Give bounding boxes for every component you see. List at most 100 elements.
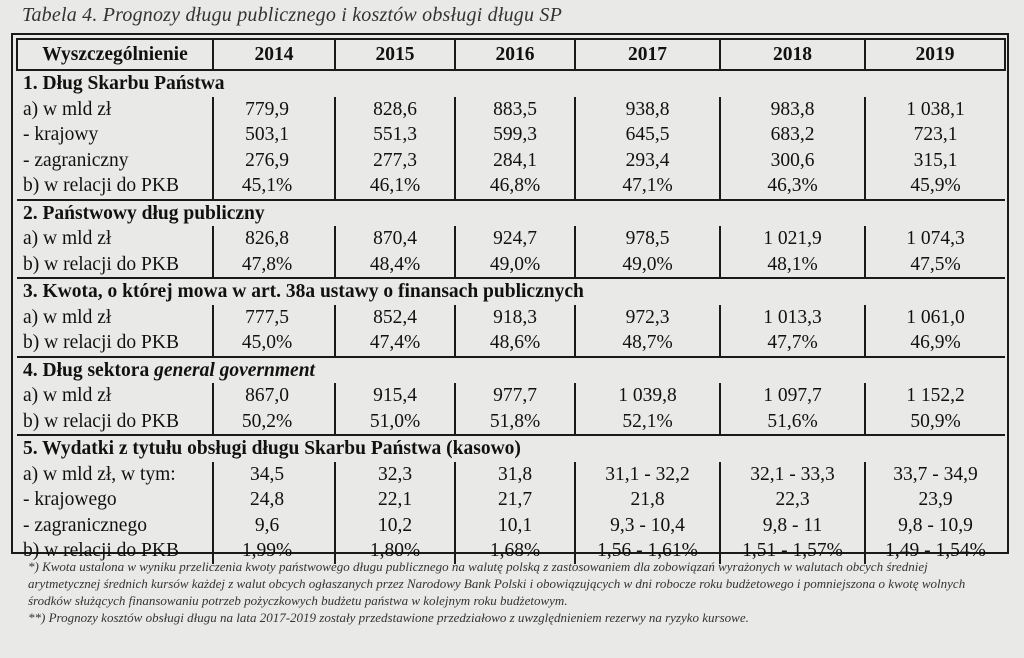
table-cell: 46,1% [334,173,455,200]
table-cell: 9,6 [212,512,335,538]
section-header-row: 1. Dług Skarbu Państwa [17,69,1005,97]
header-year: 2016 [454,38,576,71]
table-row: b) w relacji do PKB 45,1% 46,1% 46,8% 47,1% 4… [17,173,1005,200]
table-cell: 10,1 [454,512,575,538]
table-cell: 50,2% [212,408,335,435]
section-title-text: 5. Wydatki z tytułu obsługi długu Skarbu… [23,438,521,459]
table-cell: 551,3 [334,122,455,148]
table-row: b) w relacji do PKB 47,8% 48,4% 49,0% 49,0% 4… [17,251,1005,278]
table-cell: 1 074,3 [864,226,1005,252]
table-row: a) w mld zł 826,8 870,4 924,7 978,5 1 021,9 1 … [17,226,1005,252]
table-caption: Tabela 4. Prognozy długu publicznego i k… [22,4,563,26]
table-cell: 1 013,3 [719,304,865,330]
table-cell: 51,0% [334,408,455,435]
table-cell: 938,8 [574,96,720,122]
table-cell: 1,56 - 1,61% [574,538,720,564]
table-cell: 870,4 [334,226,455,252]
header-year: 2015 [334,38,456,71]
table-cell: 34,5 [212,461,335,487]
row-label: a) w mld zł [23,228,112,249]
section-title: 4. Dług sektora general government [17,355,1005,383]
row-label: b) w relacji do PKB [23,253,179,275]
table-cell: 31,1 - 32,2 [574,461,720,487]
table-cell: 924,7 [454,226,575,252]
row-label: b) w relacji do PKB [23,175,179,196]
table-cell: 45,1% [212,173,335,200]
section-header-row: 2. Państwowy dług publiczny [17,198,1005,226]
table-cell: 645,5 [574,122,720,148]
section-header-row: 3. Kwota, o której mowa w art. 38a ustaw… [17,277,1005,305]
table-cell: 1,68% [454,538,575,564]
table-cell: 779,9 [212,96,335,122]
table-row: b) w relacji do PKB 45,0% 47,4% 48,6% 48,7% 4… [17,330,1005,357]
table-cell: 47,8% [212,251,335,278]
table-cell: 293,4 [574,147,720,173]
footnote: *) Kwota ustalona w wyniku przeliczenia … [28,559,966,608]
table-cell: 21,8 [574,487,720,513]
table-cell: 978,5 [574,226,720,252]
header-row: Wyszczególnienie 2014 2015 2016 2017 201… [16,38,1006,71]
table-row: a) w mld zł, w tym: 34,5 32,3 31,8 31,1 - 32… [17,461,1005,487]
row-label: a) w mld zł [23,385,112,406]
row-label: - zagranicznego [23,514,147,536]
row-label: a) w mld zł [23,306,112,328]
table-cell: 9,8 - 11 [719,512,865,538]
table-cell: 1,49 - 1,54% [864,538,1005,564]
table-cell: 599,3 [454,122,575,148]
section-title: 5. Wydatki z tytułu obsługi długu Skarbu… [17,434,1005,462]
section-title: 1. Dług Skarbu Państwa [17,69,1005,97]
table-cell: 852,4 [334,304,455,330]
header-label: Wyszczególnienie [16,38,214,71]
header-year: 2018 [719,38,866,71]
row-label: - krajowy [23,124,99,145]
header-year: 2014 [212,38,336,71]
table-cell: 300,6 [719,147,865,173]
table-cell: 9,3 - 10,4 [574,512,720,538]
table-cell: 723,1 [864,122,1005,148]
table-cell: 31,8 [454,461,575,487]
table-row: b) w relacji do PKB 50,2% 51,0% 51,8% 52,1% 5… [17,408,1005,435]
table-row: a) w mld zł 777,5 852,4 918,3 972,3 1 013,3 1 … [17,304,1005,330]
table-cell: 48,1% [719,251,865,278]
table-cell: 46,9% [864,330,1005,357]
table-cell: 1 021,9 [719,226,865,252]
table-row: a) w mld zł 779,9 828,6 883,5 938,8 983,8 1 03… [17,96,1005,122]
table-cell: 1 061,0 [864,304,1005,330]
table-cell: 48,6% [454,330,575,357]
table-cell: 315,1 [864,147,1005,173]
row-label: b) w relacji do PKB [23,540,179,561]
table-cell: 21,7 [454,487,575,513]
section-title-text: 3. Kwota, o której mowa w art. 38a ustaw… [23,281,584,302]
table-cell: 1 038,1 [864,96,1005,122]
table-cell: 1,80% [334,538,455,564]
table-cell: 983,8 [719,96,865,122]
table-cell: 45,0% [212,330,335,357]
section-title-text: 1. Dług Skarbu Państwa [23,73,225,94]
section-title: 3. Kwota, o której mowa w art. 38a ustaw… [17,277,1005,305]
table-cell: 51,8% [454,408,575,435]
table-cell: 50,9% [864,408,1005,435]
table-cell: 33,7 - 34,9 [864,461,1005,487]
table-cell: 883,5 [454,96,575,122]
table-cell: 1,99% [212,538,335,564]
table-row: - zagraniczny 276,9 277,3 284,1 293,4 300,6 31… [17,147,1005,173]
table-row: - krajowy 503,1 551,3 599,3 645,5 683,2 723,1 [17,122,1005,148]
table-cell: 46,8% [454,173,575,200]
table-cell: 47,1% [574,173,720,200]
table-cell: 915,4 [334,383,455,409]
table-cell: 23,9 [864,487,1005,513]
table-row: b) w relacji do PKB 1,99% 1,80% 1,68% 1,56 -… [17,538,1005,564]
table-frame: Wyszczególnienie 2014 2015 2016 2017 201… [11,33,1009,564]
table-cell: 977,7 [454,383,575,409]
table-cell: 972,3 [574,304,720,330]
row-label: a) w mld zł, w tym: [23,463,176,485]
table-cell: 49,0% [454,251,575,278]
section-title: 2. Państwowy dług publiczny [17,198,1005,226]
row-label: b) w relacji do PKB [23,332,179,353]
table-cell: 22,1 [334,487,455,513]
header-year: 2019 [864,38,1006,71]
row-label: - krajowego [23,489,117,510]
table-cell: 49,0% [574,251,720,278]
table-cell: 284,1 [454,147,575,173]
table-cell: 1,51 - 1,57% [719,538,865,564]
